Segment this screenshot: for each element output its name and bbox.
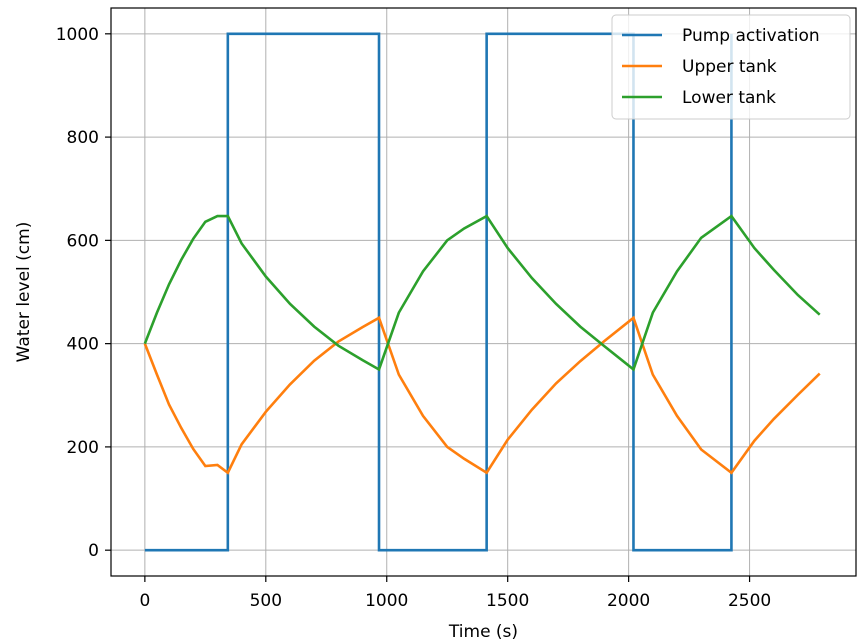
x-axis-label: Time (s) <box>448 622 518 641</box>
legend-label-lower-tank: Lower tank <box>682 88 776 108</box>
y-tick-label: 0 <box>88 541 99 561</box>
y-tick-label: 600 <box>67 231 99 251</box>
series-line-upper-tank <box>143 315 821 475</box>
plot-frame <box>110 7 857 577</box>
x-tick-label: 2500 <box>728 591 771 611</box>
y-tick-label: 400 <box>67 335 99 355</box>
plot-series <box>143 32 821 552</box>
x-tick-label: 1500 <box>486 591 529 611</box>
x-tick-label: 1000 <box>365 591 408 611</box>
y-axis-label: Water level (cm) <box>14 222 34 363</box>
legend: Pump activation Upper tank Lower tank <box>611 14 851 120</box>
axis-ticks: 0 500 1000 1500 2000 2500 0 200 400 600 800 1000 <box>56 25 771 611</box>
y-tick-label: 800 <box>67 128 99 148</box>
y-tick-label: 200 <box>67 438 99 458</box>
legend-label-upper-tank: Upper tank <box>682 57 777 77</box>
x-tick-label: 0 <box>139 591 150 611</box>
x-tick-label: 2000 <box>607 591 650 611</box>
legend-box <box>611 14 851 120</box>
legend-label-pump-activation: Pump activation <box>682 26 820 46</box>
x-tick-label: 500 <box>250 591 282 611</box>
series-line-pump-activation <box>144 32 733 552</box>
series-line-lower-tank <box>143 214 821 372</box>
y-tick-label: 1000 <box>56 25 99 45</box>
